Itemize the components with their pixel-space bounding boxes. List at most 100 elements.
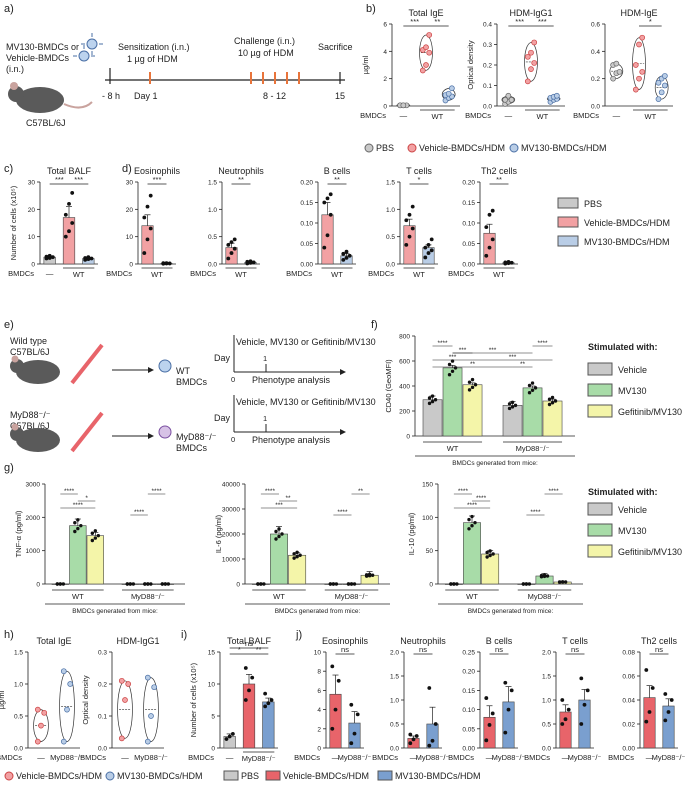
- sig-label: *: [238, 645, 241, 654]
- data-point: [352, 582, 357, 586]
- data-point: [410, 204, 415, 209]
- data-point: [450, 369, 455, 373]
- data-point: [426, 32, 433, 38]
- bar: [270, 533, 288, 585]
- sens-sub: 1 µg of HDM: [127, 54, 178, 64]
- sig-label: ****: [152, 488, 163, 495]
- t-minus8: - 8 h: [102, 91, 120, 101]
- y-tick-label: 0.05: [462, 241, 475, 248]
- x-group-label: BMDCs: [0, 753, 22, 762]
- data-point: [527, 383, 532, 388]
- y-tick-label: 0.15: [462, 200, 475, 207]
- data-point: [530, 388, 535, 392]
- sig-label: **: [434, 17, 440, 26]
- data-point: [433, 398, 438, 402]
- data-point: [524, 582, 529, 586]
- y-tick-label: 0.0: [208, 262, 217, 269]
- data-point: [292, 556, 296, 560]
- data-point: [508, 96, 515, 103]
- sig-label: ***: [449, 354, 457, 361]
- y-tick-label: 1.5: [386, 180, 395, 187]
- chart-g1: 0 1000 2000 3000 TNF-α (pg/ml) WT MyD88⁻/⁻ BMDC…: [14, 482, 185, 615]
- y-tick-label: 0.10: [300, 221, 313, 228]
- data-point: [73, 521, 77, 525]
- data-point: [484, 225, 489, 230]
- data-point: [76, 526, 80, 531]
- data-point: [513, 403, 518, 408]
- data-point: [490, 208, 495, 213]
- data-point: [400, 102, 407, 109]
- x-tick-label: —: [613, 111, 621, 120]
- legend-d-vehicle: Vehicle-BMDCs/HDM: [584, 218, 670, 228]
- legend-b-pbs: PBS: [376, 143, 394, 153]
- sig-label: **: [520, 361, 526, 368]
- legend-f-mv130: MV130: [618, 386, 647, 396]
- y-tick-label: 0.0: [591, 104, 600, 111]
- x-tick-label: WT: [431, 112, 443, 121]
- sig-label: *: [85, 495, 88, 502]
- data-point: [639, 68, 646, 75]
- x-group-label: BMDCs: [465, 111, 491, 120]
- data-point: [328, 582, 333, 586]
- y-tick-label: 0.2: [483, 63, 492, 70]
- x-group-label: BMDCs: [372, 753, 398, 762]
- data-point: [325, 233, 330, 238]
- y-tick-label: 0.25: [462, 650, 475, 657]
- data-point: [149, 582, 153, 586]
- x-group-label: BMDCs: [524, 753, 550, 762]
- data-point: [70, 191, 75, 195]
- data-point: [96, 533, 101, 538]
- data-point: [528, 66, 534, 72]
- data-point: [70, 221, 75, 225]
- legend-ij-vehicle: Vehicle-BMDCs/HDM: [283, 771, 369, 781]
- data-point: [453, 366, 458, 370]
- data-point: [410, 226, 415, 231]
- legend-h: Vehicle-BMDCs/HDM MV130-BMDCs/HDM: [4, 771, 203, 781]
- data-point: [491, 552, 495, 556]
- bar: [321, 214, 334, 265]
- y-tick-label: 1.0: [208, 207, 217, 214]
- data-point: [41, 709, 48, 716]
- wt-bmdc-icon: [158, 359, 172, 373]
- bar: [481, 553, 500, 585]
- legend-b-vehicle: Vehicle-BMDCs/HDM: [419, 143, 505, 153]
- data-point: [411, 737, 416, 742]
- bar: [442, 367, 463, 437]
- y-tick-label: 1000: [26, 548, 41, 555]
- bar: [242, 683, 256, 749]
- chart-title: Total IgE: [408, 8, 443, 18]
- y-tick-label: 2: [317, 726, 321, 733]
- y-tick-label: 0.06: [622, 674, 635, 681]
- protocol-schematic-e: Wild type C57BL/6J WT BMDCs MyD88⁻/⁻ C57BL/…: [10, 335, 376, 453]
- data-point: [408, 741, 413, 746]
- panel-label-h: h): [4, 629, 14, 641]
- sig-label: ns: [571, 645, 579, 654]
- y-tick-label: 0.4: [483, 22, 492, 29]
- data-point: [655, 79, 662, 86]
- data-point: [427, 396, 432, 400]
- legend-g-title: Stimulated with:: [588, 487, 658, 497]
- chart-f: 0 200 400 600 800 CD40 (GeoMFI) WT MyD88⁻/⁻ BMDC…: [384, 334, 575, 467]
- data-point: [521, 582, 526, 586]
- panel-label-i: i): [181, 629, 187, 641]
- sig-label: ****: [467, 502, 478, 509]
- legend-d-pbs: PBS: [584, 199, 602, 209]
- sig-label: ***: [55, 175, 64, 184]
- y-axis-label: Optical density: [466, 40, 475, 89]
- sig-label: *: [649, 17, 652, 26]
- y-tick-label: 800: [399, 334, 410, 341]
- data-point: [414, 734, 419, 738]
- data-point: [445, 90, 452, 97]
- data-point: [429, 237, 434, 242]
- data-point: [662, 73, 668, 79]
- y-tick-label: 1.0: [390, 698, 399, 705]
- sig-label: ***: [410, 17, 419, 26]
- data-point: [550, 395, 555, 400]
- sig-label: ***: [275, 502, 283, 509]
- panel-label-e: e): [4, 319, 14, 331]
- data-point: [243, 666, 248, 670]
- bar: [262, 701, 275, 749]
- data-point: [423, 255, 428, 260]
